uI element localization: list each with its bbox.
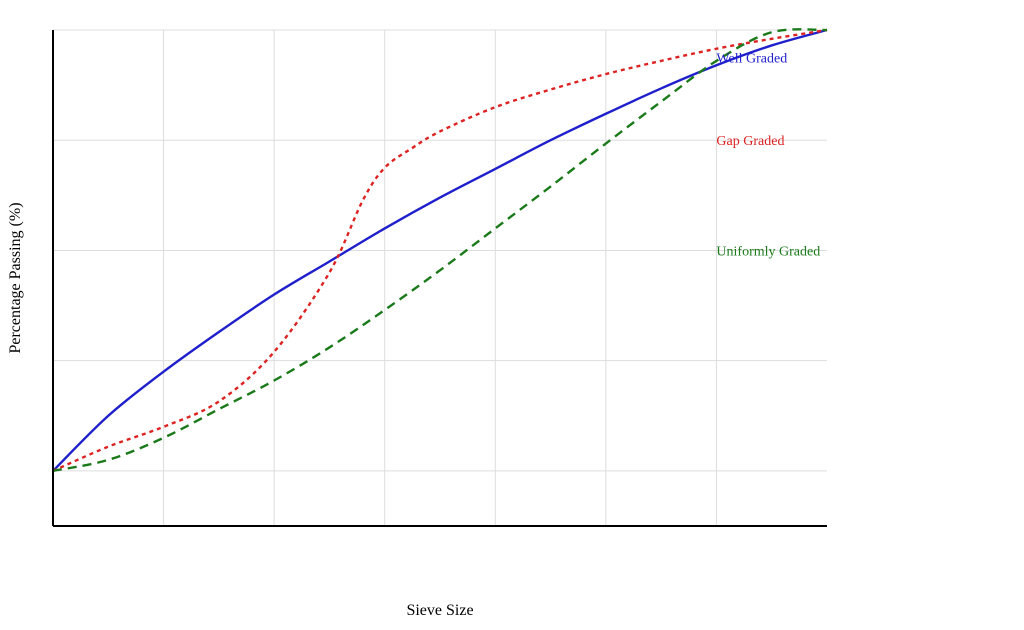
- series-label-uniformly-graded: Uniformly Graded: [716, 244, 820, 259]
- axes: [52, 30, 827, 527]
- y-axis-title: Percentage Passing (%): [7, 202, 24, 353]
- series-line-well-graded: [52, 28, 828, 472]
- x-axis-title: Sieve Size: [406, 602, 473, 619]
- series-layer: [52, 28, 828, 473]
- labels-layer: Well Graded Gap Graded Uniformly Graded: [716, 52, 820, 260]
- series-label-well-graded: Well Graded: [716, 52, 787, 67]
- series-label-gap-graded: Gap Graded: [716, 134, 784, 149]
- series-line-uniformly-graded: [52, 28, 828, 473]
- grid: [53, 29, 827, 526]
